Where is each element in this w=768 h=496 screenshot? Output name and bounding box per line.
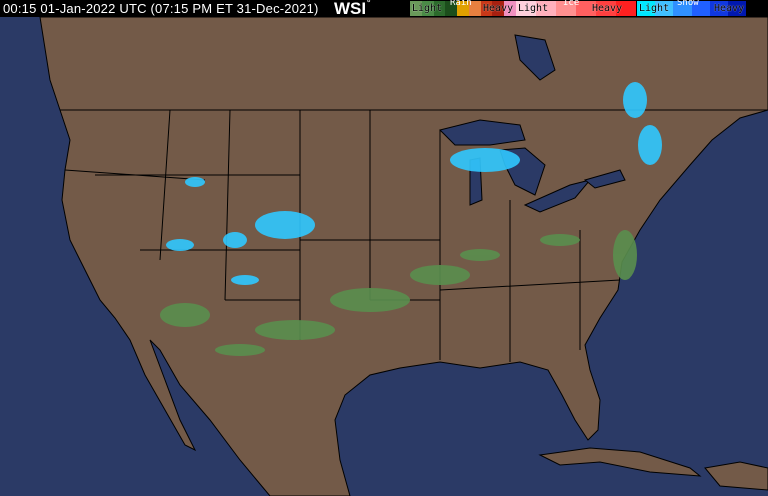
legend-ice-light: Light — [518, 3, 549, 14]
legend-snow-swatch — [691, 1, 710, 16]
precip-rain — [160, 230, 637, 356]
legend-ice-swatch — [556, 1, 576, 16]
legend-rain-swatch — [468, 1, 481, 16]
legend-ice-swatch — [616, 1, 636, 16]
legend-rain-swatch — [445, 1, 458, 16]
legend-snow-scale — [637, 1, 747, 16]
legend-rain-swatch — [410, 1, 422, 16]
legend-rain-scale — [410, 1, 517, 16]
legend-ice-title: Ice — [563, 0, 580, 8]
legend-rain-swatch — [480, 1, 493, 16]
timestamp: 00:15 01-Jan-2022 UTC (07:15 PM ET 31-De… — [3, 1, 319, 16]
legend-ice-swatch — [596, 1, 616, 16]
legend-rain-swatch — [457, 1, 469, 16]
legend-ice-swatch — [576, 1, 596, 16]
header-bar: 00:15 01-Jan-2022 UTC (07:15 PM ET 31-De… — [0, 0, 768, 18]
legend-snow-light: Light — [639, 3, 670, 14]
legend-rain-swatch — [504, 1, 517, 16]
cuba — [538, 447, 702, 477]
legend-snow-swatch — [637, 1, 656, 16]
legend-ice-scale — [516, 1, 636, 16]
legend-rain-swatch — [433, 1, 446, 16]
legend-rain-title: Rain — [450, 0, 472, 8]
legend-ice-swatch — [516, 1, 536, 16]
hispaniola — [704, 461, 768, 491]
logo-degree-mark: ° — [366, 0, 372, 9]
legend-rain-heavy: Heavy — [483, 3, 514, 14]
legend-snow-title: Snow — [677, 0, 699, 8]
legend-ice-heavy: Heavy — [592, 3, 623, 14]
legend-snow-swatch — [673, 1, 692, 16]
legend-snow-swatch — [727, 1, 747, 16]
legend-rain-swatch — [492, 1, 505, 16]
legend-snow-heavy: Heavy — [714, 3, 745, 14]
legend-rain-light: Light — [412, 3, 443, 14]
legend-snow-swatch — [655, 1, 674, 16]
legend-snow-swatch — [709, 1, 728, 16]
legend-rain-swatch — [421, 1, 434, 16]
precip-snow — [166, 82, 662, 285]
wsi-logo: WSI — [334, 0, 367, 18]
legend-ice-swatch — [536, 1, 556, 16]
